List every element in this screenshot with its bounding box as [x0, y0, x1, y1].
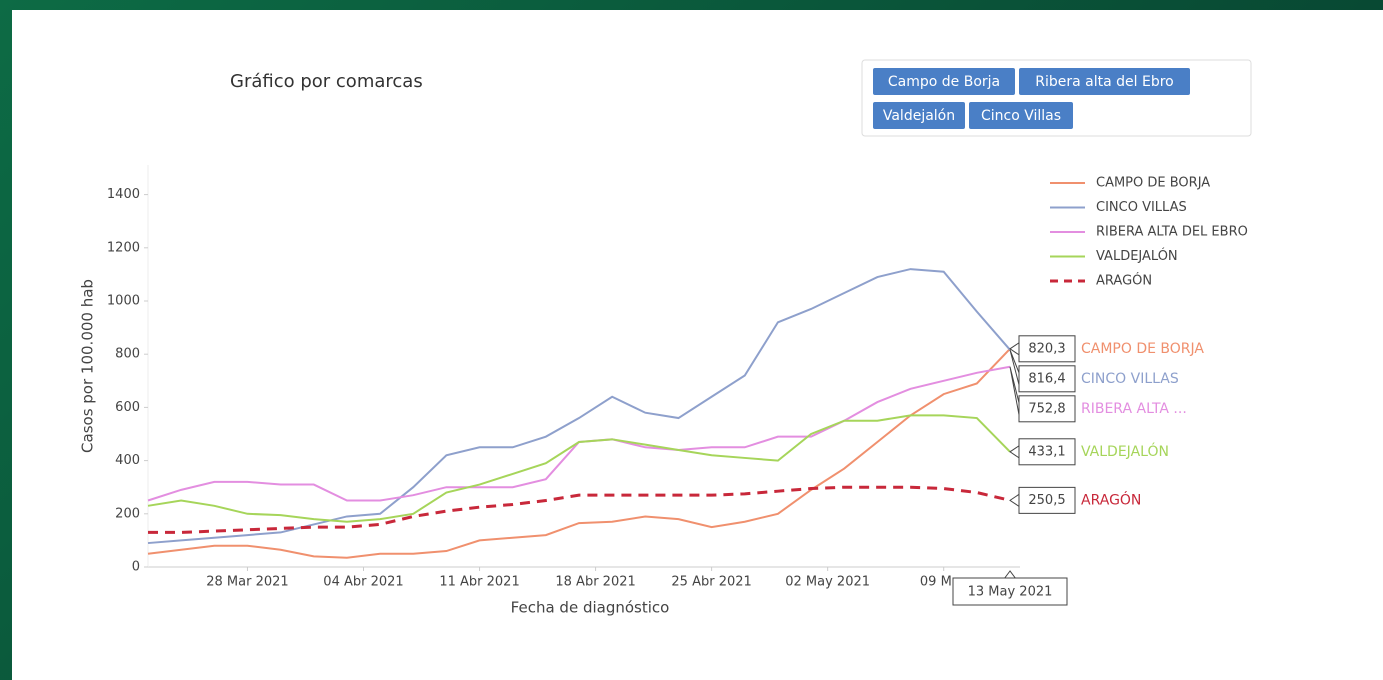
y-tick-label: 400: [115, 453, 140, 468]
series-line: [147, 414, 1011, 523]
y-tick-label: 0: [132, 560, 140, 575]
hover-box: [1018, 395, 1076, 423]
hover-value: 816,4: [1028, 371, 1065, 386]
hover-box: [1018, 365, 1076, 393]
series-line: [147, 268, 1011, 545]
x-axis-title: Fecha de diagnóstico: [511, 599, 670, 617]
y-axis-title: Casos por 100.000 hab: [79, 279, 97, 453]
filter-button[interactable]: [1019, 68, 1190, 95]
hover-value: 820,3: [1028, 341, 1065, 356]
legend-label: RIBERA ALTA DEL EBRO: [1096, 225, 1248, 240]
y-tick-label: 600: [115, 400, 140, 415]
x-tick-label: 28 Mar 2021: [206, 575, 288, 590]
chart-title: Gráfico por comarcas: [230, 71, 423, 92]
legend-label: VALDEJALÓN: [1096, 248, 1178, 264]
x-tick-label: 11 Abr 2021: [439, 575, 519, 590]
y-tick-label: 1400: [107, 187, 140, 202]
hover-name: ARAGÓN: [1081, 490, 1141, 508]
x-tick-label: 02 May 2021: [785, 575, 870, 590]
y-tick-label: 1200: [107, 240, 140, 255]
hover-name: CINCO VILLAS: [1081, 371, 1179, 387]
filter-label[interactable]: Cinco Villas: [981, 108, 1061, 124]
hover-value: 250,5: [1028, 493, 1065, 508]
hover-box: [1018, 486, 1076, 514]
filter-button[interactable]: [873, 102, 965, 129]
hover-x-box: [952, 577, 1068, 606]
filter-button[interactable]: [873, 68, 1015, 95]
x-tick-label: 25 Abr 2021: [671, 575, 751, 590]
x-tick-label: 04 Abr 2021: [323, 575, 403, 590]
y-tick-label: 200: [115, 506, 140, 521]
hover-name: RIBERA ALTA ...: [1081, 401, 1187, 417]
series-line: [147, 348, 1011, 559]
filter-button[interactable]: [969, 102, 1073, 129]
x-tick-label: 18 Abr 2021: [555, 575, 635, 590]
hover-name: VALDEJALÓN: [1081, 442, 1169, 460]
filter-label[interactable]: Valdejalón: [883, 108, 955, 124]
filter-label[interactable]: Campo de Borja: [888, 74, 1000, 90]
y-tick-label: 800: [115, 347, 140, 362]
y-tick-label: 1000: [107, 294, 140, 309]
series-line: [148, 485, 1011, 534]
filter-label[interactable]: Ribera alta del Ebro: [1035, 74, 1173, 90]
hover-box: [1018, 438, 1076, 466]
legend-label: CINCO VILLAS: [1096, 200, 1187, 215]
legend-label: CAMPO DE BORJA: [1096, 176, 1210, 191]
hover-value: 433,1: [1028, 444, 1065, 459]
legend-label: ARAGÓN: [1096, 273, 1152, 289]
hover-box: [1018, 335, 1076, 363]
hover-name: CAMPO DE BORJA: [1081, 341, 1204, 357]
hover-value: 752,8: [1028, 401, 1065, 416]
hover-x-label: 13 May 2021: [968, 585, 1053, 600]
